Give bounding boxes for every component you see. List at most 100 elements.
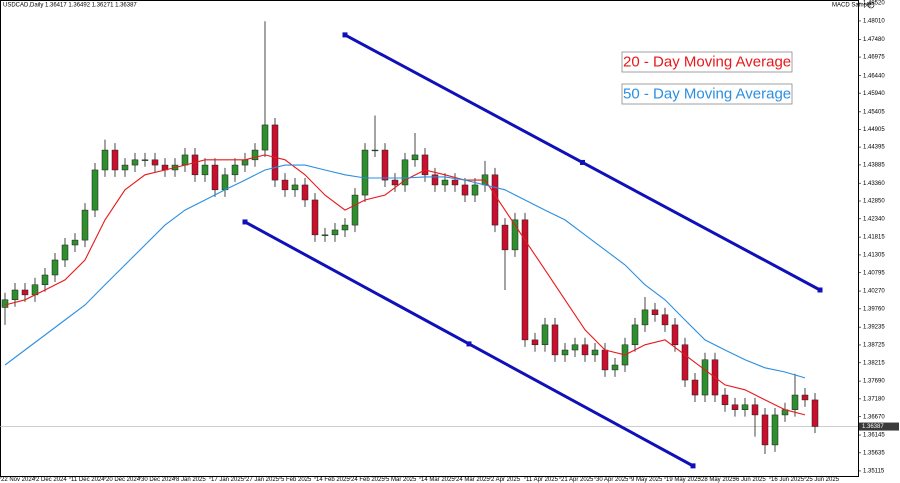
candle-body: [141, 159, 149, 161]
y-tick-label: 1.43360: [863, 181, 885, 187]
candle-body: [1, 299, 9, 308]
x-tick-label: 19 May 2025: [666, 477, 701, 483]
candle-body: [21, 289, 29, 296]
legend-label: 50 - Day Moving Average: [623, 85, 791, 102]
candle-body: [631, 324, 639, 346]
candle-body: [491, 174, 499, 226]
candle-body: [11, 289, 19, 301]
x-tick-label: 20 Dec 2024: [106, 477, 141, 483]
candle-body: [441, 179, 449, 186]
y-tick-label: 1.41815: [863, 235, 885, 241]
y-tick-label: 1.39235: [863, 325, 885, 331]
candle-body: [591, 349, 599, 356]
y-tick-label: 1.45940: [863, 91, 885, 97]
x-tick-label: 6 Jun 2025: [736, 477, 766, 483]
x-tick-label: 30 Apr 2025: [596, 477, 629, 483]
candle-body: [391, 179, 399, 186]
candle-body: [791, 394, 799, 410]
candle-body: [741, 404, 749, 410]
x-tick-label: 14 Feb 2025: [316, 477, 350, 483]
y-tick-label: 1.42340: [863, 216, 885, 222]
indicator-icon: [867, 1, 875, 9]
y-tick-label: 1.48520: [863, 1, 885, 7]
candle-body: [541, 324, 549, 346]
candle-body: [811, 399, 819, 427]
candle-body: [731, 404, 739, 410]
x-tick-label: 14 Mar 2025: [421, 477, 455, 483]
current-price-label: 1.36387: [862, 424, 884, 430]
candle-body: [771, 414, 779, 446]
x-tick-label: 25 Jun 2025: [806, 477, 840, 483]
current-price-tag: [859, 422, 899, 431]
candle-body: [511, 219, 519, 251]
x-tick-label: 8 Jan 2025: [176, 477, 206, 483]
x-tick-label: 5 Feb 2025: [281, 477, 312, 483]
y-tick-label: 1.40270: [863, 289, 885, 295]
y-tick-label: 1.43885: [863, 162, 885, 168]
candle-body: [411, 154, 419, 161]
y-tick-label: 1.46440: [863, 73, 885, 79]
candle-body: [311, 199, 319, 236]
candle-body: [401, 159, 409, 186]
candle-body: [91, 169, 99, 211]
candle-body: [691, 379, 699, 396]
candle-body: [211, 164, 219, 191]
candle-body: [321, 234, 329, 236]
plot-frame: [0, 0, 859, 477]
candle-body: [611, 364, 619, 371]
candle-body: [101, 149, 109, 171]
candle-body: [531, 339, 539, 346]
y-tick-label: 1.44395: [863, 145, 885, 151]
candle-body: [601, 349, 609, 371]
y-tick-label: 1.37180: [863, 396, 885, 402]
x-tick-label: 27 Jan 2025: [246, 477, 280, 483]
candle-body: [471, 184, 479, 196]
y-tick-label: 1.47480: [863, 37, 885, 43]
y-tick-label: 1.36145: [863, 433, 885, 439]
candle-body: [431, 174, 439, 186]
candle-body: [261, 124, 269, 151]
indicator-label: MACD Sample: [832, 3, 872, 9]
candle-body: [231, 164, 239, 176]
candle-body: [581, 344, 589, 356]
y-tick-label: 1.46975: [863, 55, 885, 61]
candle-body: [521, 219, 529, 341]
candle-body: [81, 209, 89, 241]
x-tick-label: 9 May 2025: [631, 477, 663, 483]
candle-body: [571, 344, 579, 351]
y-tick-label: 1.39760: [863, 306, 885, 312]
candle-body: [291, 184, 299, 191]
trendline-handle: [817, 287, 823, 293]
y-tick-label: 1.41305: [863, 253, 885, 259]
candle-body: [801, 394, 809, 401]
candle-body: [61, 244, 69, 261]
candle-body: [451, 179, 459, 186]
x-tick-label: 22 Nov 2024: [1, 477, 36, 483]
candle-body: [41, 274, 49, 286]
plot-area: [0, 21, 858, 469]
chart-title: USDCAD,Daily 1.36417 1.36492 1.36271 1.3…: [3, 3, 137, 9]
x-tick-label: 2 Dec 2024: [36, 477, 67, 483]
candle-body: [271, 124, 279, 181]
candle-body: [701, 359, 709, 396]
candle-body: [301, 184, 309, 201]
candle-body: [751, 404, 759, 416]
candle-body: [361, 149, 369, 196]
y-tick-label: 1.42850: [863, 199, 885, 205]
moving-average-line: [4, 164, 806, 379]
candle-body: [721, 394, 729, 406]
x-tick-label: 2 Apr 2025: [491, 477, 521, 483]
candle-body: [671, 324, 679, 346]
candle-body: [351, 194, 359, 226]
y-tick-label: 1.35115: [863, 469, 885, 475]
candle-body: [381, 149, 389, 181]
trendline-handle: [466, 341, 472, 347]
x-tick-label: 16 Jun 2025: [771, 477, 805, 483]
candle-body: [201, 164, 209, 176]
candle-body: [651, 309, 659, 316]
trendline-handle: [342, 32, 348, 38]
y-tick-label: 1.38215: [863, 360, 885, 366]
x-tick-label: 11 Apr 2025: [526, 477, 559, 483]
